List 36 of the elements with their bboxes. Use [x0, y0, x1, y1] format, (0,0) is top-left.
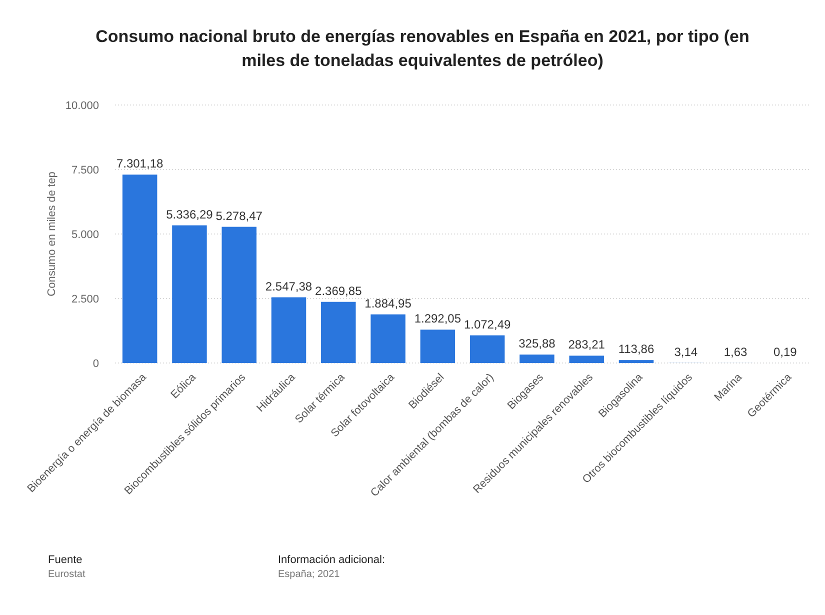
text: España; 2021: [278, 569, 340, 580]
data-label: 325,88: [518, 336, 556, 351]
y-tick-label: 2.500: [71, 293, 99, 306]
data-label: 5.278,47: [216, 208, 263, 223]
data-label: 3,14: [674, 344, 698, 359]
bar: [520, 354, 554, 363]
bar: [618, 360, 654, 363]
data-label: 5.336,29: [166, 207, 214, 222]
y-tick-label: 10.000: [65, 100, 99, 112]
y-axis-title: Consumo en miles de tep: [46, 172, 58, 296]
bar: [470, 335, 505, 363]
bar: [122, 174, 158, 363]
y-tick-label: 0: [92, 358, 99, 370]
text: Fuente: [48, 554, 82, 566]
bar: [172, 225, 207, 363]
data-label: 283,21: [568, 338, 606, 352]
bar: [569, 356, 604, 363]
data-label: 113,86: [618, 342, 654, 356]
bar: [370, 314, 406, 363]
data-label: 2.547,38: [265, 279, 312, 294]
data-label: 1,63: [724, 344, 748, 359]
data-label: 1.072,49: [464, 317, 511, 332]
text: Eurostat: [48, 569, 86, 580]
data-label: 1.292,05: [414, 312, 462, 326]
bar: [420, 330, 456, 363]
text: Información adicional:: [278, 554, 386, 566]
bar: [222, 226, 256, 363]
data-label: 0,19: [774, 344, 798, 359]
chart-title: Consumo nacional bruto de energías renovables en España en 2021, por tipo (en miles de toneladas equivalentes de petróleo): [96, 27, 750, 70]
bar: [321, 302, 356, 363]
data-label: 7.301,18: [116, 156, 164, 171]
y-tick-label: 7.500: [71, 164, 99, 176]
bar: [271, 297, 306, 363]
data-label: 1.884,95: [364, 296, 412, 310]
y-tick-label: 5.000: [71, 228, 99, 241]
data-label: 2.369,85: [315, 284, 362, 298]
